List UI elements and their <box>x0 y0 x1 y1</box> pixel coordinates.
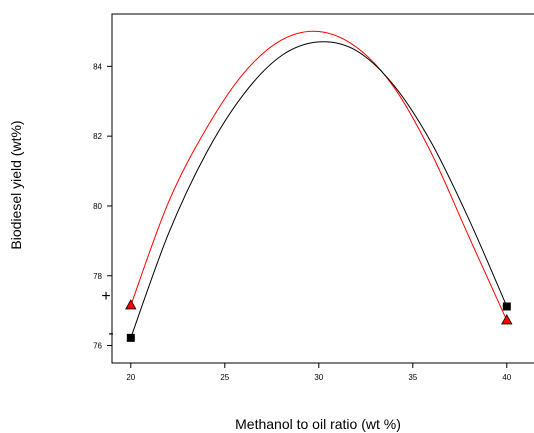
x-tick-label: 30 <box>314 373 323 382</box>
x-axis-ticks: 20 25 30 35 40 <box>126 363 512 382</box>
y-tick-label: 80 <box>93 202 102 211</box>
x-tick-label: 40 <box>502 373 511 382</box>
x-tick-label: 20 <box>126 373 135 382</box>
plot-frame <box>111 13 534 364</box>
data-point-plus <box>501 314 513 325</box>
data-point-minus <box>502 302 511 311</box>
y-axis-title: Biodiesel yield (wt%) <box>8 120 24 249</box>
data-point-plus <box>125 299 137 310</box>
legend-minus-label: - <box>108 325 113 342</box>
x-tick-label: 35 <box>408 373 417 382</box>
y-tick-label: 76 <box>93 342 102 351</box>
x-tick-label: 25 <box>220 373 229 382</box>
series-line-minus <box>130 41 508 339</box>
series-line-plus <box>130 30 508 321</box>
legend-plus-label: + <box>101 288 110 305</box>
marker-layer <box>125 299 513 342</box>
data-point-minus <box>126 333 135 342</box>
series-layer <box>130 30 508 339</box>
y-tick-label: 82 <box>93 132 102 141</box>
y-tick-label: 78 <box>93 272 102 281</box>
y-axis-ticks: 76 78 80 82 84 <box>93 62 112 351</box>
y-tick-label: 84 <box>93 62 102 71</box>
x-axis-title: Methanol to oil ratio (wt %) <box>235 416 401 432</box>
